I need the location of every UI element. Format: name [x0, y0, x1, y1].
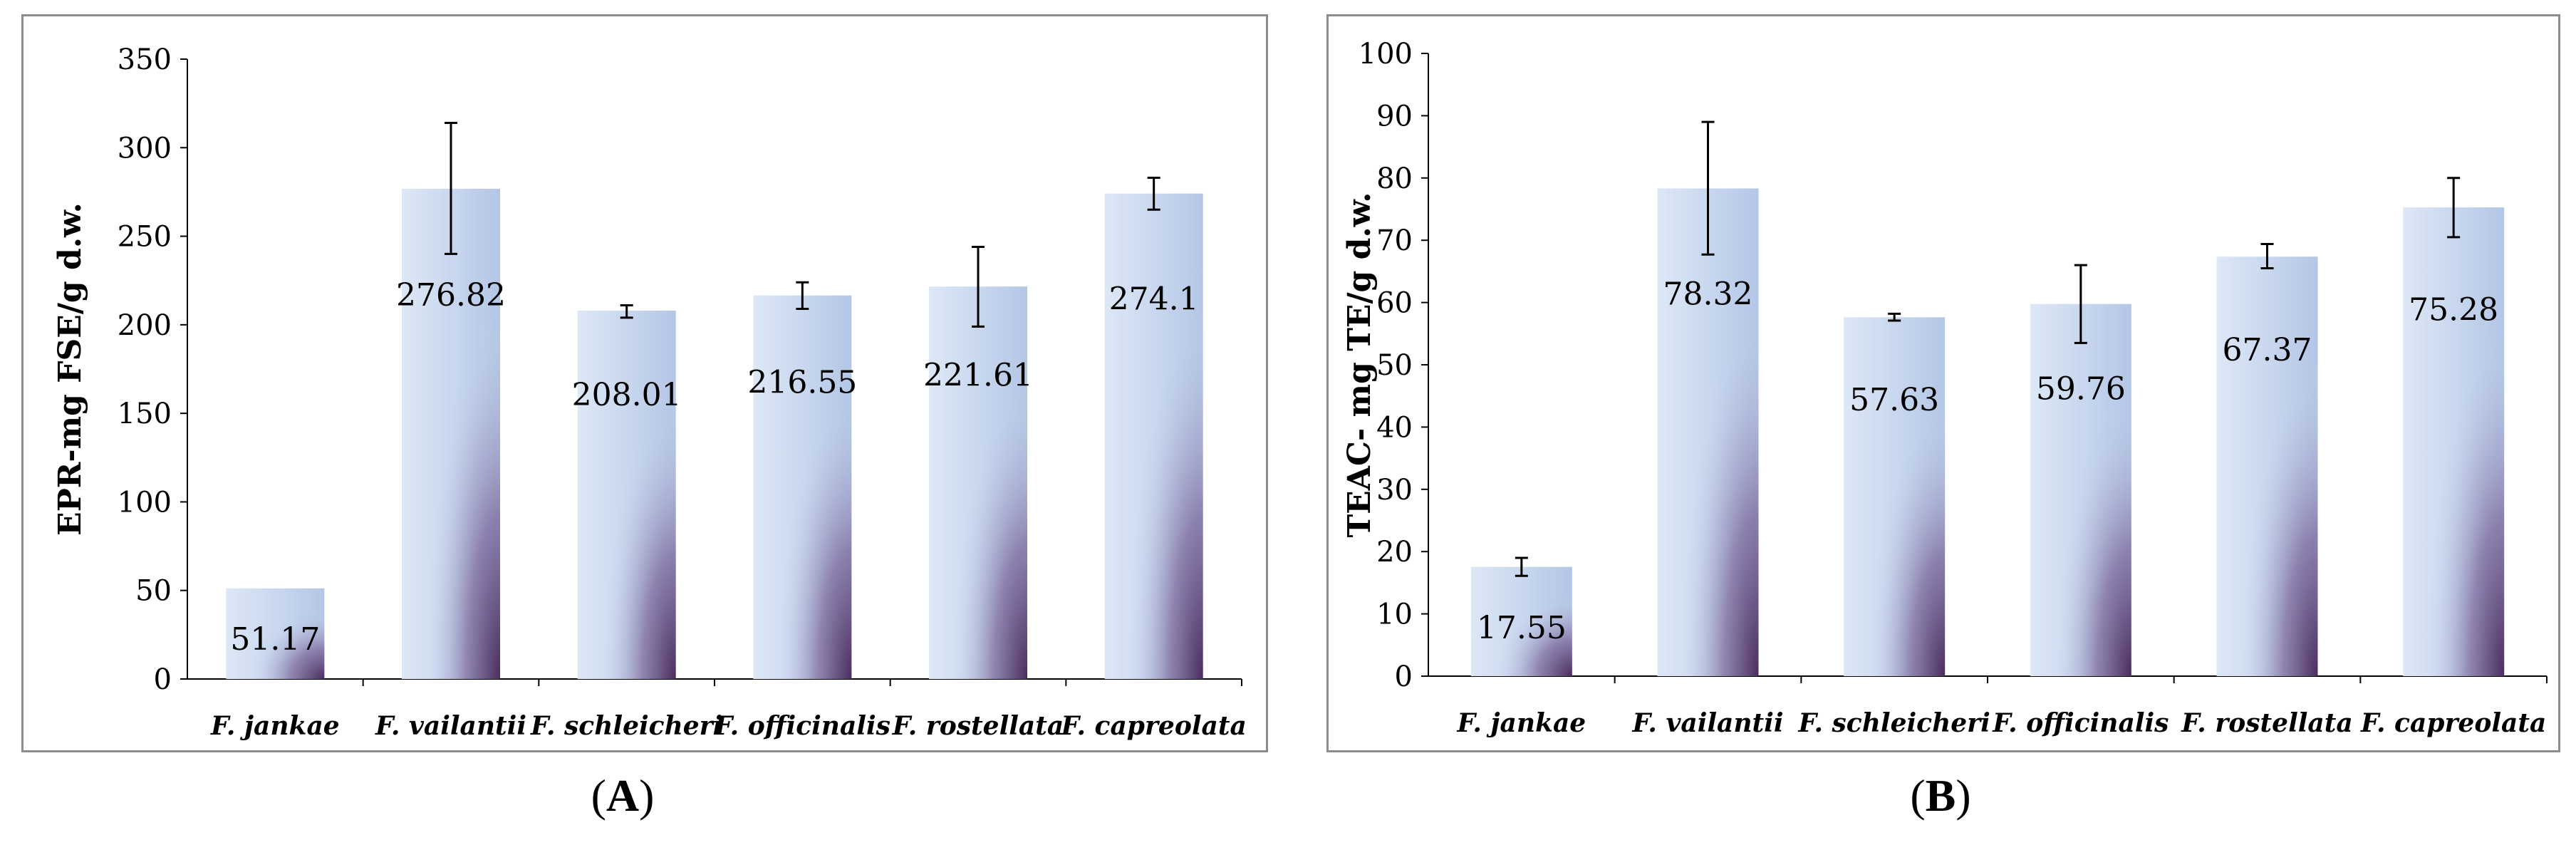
category-label: F. vailantii — [1631, 708, 1783, 738]
data-label: 78.32 — [1663, 276, 1753, 313]
category-label: F. schleicheri — [1798, 708, 1990, 738]
y-tick-label: 20 — [1376, 536, 1413, 569]
chart-a-svg: 0 50 100 150 200 250 300 350 EPR-mg FSE/g d.w. 51… — [52, 43, 1247, 741]
bar-shade — [1844, 317, 1946, 676]
y-tick-label: 100 — [1359, 38, 1413, 71]
data-label: 221.61 — [923, 357, 1033, 393]
y-tick-label: 50 — [135, 575, 172, 608]
bar-shade — [577, 310, 676, 680]
y-tick-label: 150 — [118, 398, 172, 430]
bar-shade — [929, 286, 1027, 679]
y-tick-label: 350 — [118, 43, 172, 76]
y-tick-label: 0 — [154, 663, 172, 696]
chart-b-svg: 0 10 20 30 40 50 60 70 80 90 100 TEAC- mg TE/g d.w.… — [1341, 38, 2548, 738]
category-label: F. officinalis — [714, 711, 890, 741]
bar-shade — [2030, 304, 2131, 676]
data-label: 274.1 — [1109, 281, 1199, 317]
y-tick-label: 80 — [1376, 162, 1413, 195]
panel-label-a: (A) — [591, 770, 655, 821]
y-tick-label: 10 — [1376, 598, 1413, 631]
category-label: F. officinalis — [1992, 708, 2169, 738]
data-label: 216.55 — [747, 365, 857, 401]
y-tick-label: 70 — [1376, 224, 1413, 257]
category-label: F. capreolata — [1061, 711, 1247, 741]
category-label: F. schleicheri — [530, 711, 722, 741]
y-axis-title: TEAC- mg TE/g d.w. — [1341, 192, 1378, 538]
panel-label-b: (B) — [1910, 770, 1971, 821]
panel-label-a-letter: A — [606, 770, 640, 821]
y-tick-label: 300 — [118, 132, 172, 165]
panel-label-b-letter: B — [1925, 770, 1956, 821]
data-label: 67.37 — [2223, 332, 2312, 368]
bar-shade — [1470, 566, 1572, 676]
data-label: 75.28 — [2409, 291, 2498, 328]
category-label: F. rostellata — [892, 711, 1064, 741]
bar-shade — [2403, 207, 2505, 676]
data-label: 57.63 — [1849, 382, 1939, 418]
y-tick-label: 90 — [1376, 100, 1413, 133]
data-label: 208.01 — [572, 377, 682, 413]
y-tick-label: 60 — [1376, 287, 1413, 320]
chart-panel-a: 0 50 100 150 200 250 300 350 EPR-mg FSE/g d.w. 51… — [21, 14, 1268, 752]
data-label: 17.55 — [1477, 610, 1567, 646]
y-tick-label: 50 — [1376, 349, 1413, 382]
bar-shade — [753, 295, 852, 679]
category-label: F. rostellata — [2181, 708, 2352, 738]
y-tick-label: 250 — [118, 221, 172, 254]
bar-shade — [1104, 193, 1203, 679]
bar-shade — [226, 588, 325, 679]
data-label: 59.76 — [2036, 371, 2126, 408]
y-axis-title: EPR-mg FSE/g d.w. — [52, 202, 88, 536]
category-label: F. capreolata — [2360, 708, 2546, 738]
bar-shade — [2216, 256, 2318, 677]
y-tick-label: 200 — [118, 309, 172, 342]
data-label: 276.82 — [396, 277, 506, 313]
category-label: F. vailantii — [375, 711, 526, 741]
category-label: F. jankae — [210, 711, 340, 741]
bar-shade — [1657, 188, 1759, 676]
y-tick-label: 30 — [1376, 474, 1413, 507]
data-label: 51.17 — [230, 621, 320, 658]
y-tick-label: 0 — [1395, 660, 1413, 693]
y-tick-label: 40 — [1376, 411, 1413, 444]
y-tick-label: 100 — [118, 486, 172, 519]
chart-panel-b: 0 10 20 30 40 50 60 70 80 90 100 TEAC- mg TE/g d.w.… — [1326, 14, 2560, 752]
category-label: F. jankae — [1456, 708, 1586, 738]
bar-shade — [402, 188, 500, 680]
